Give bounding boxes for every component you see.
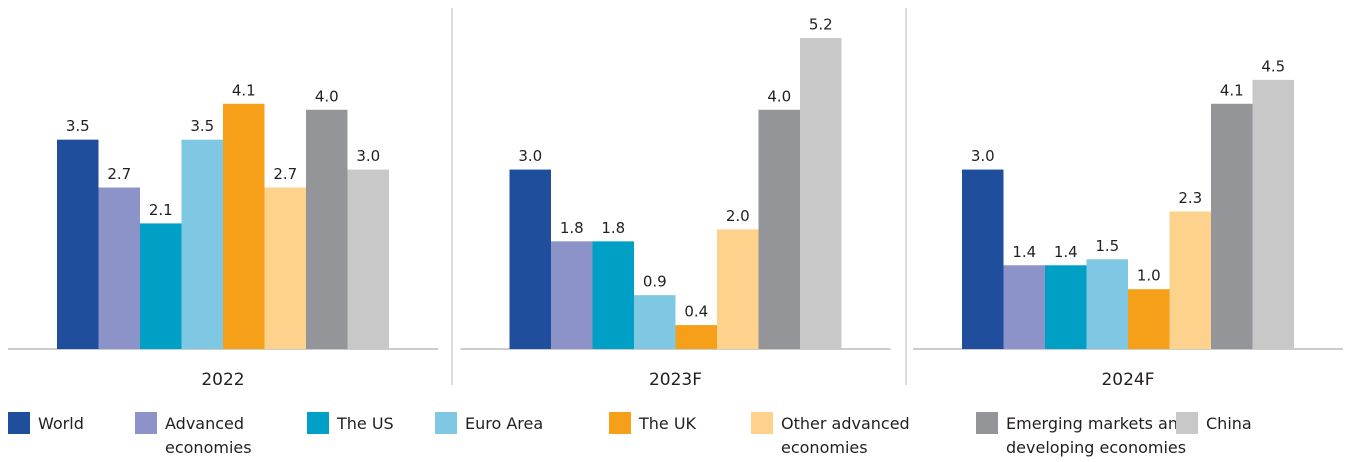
value-label: 3.5 — [66, 117, 90, 135]
bar — [592, 241, 634, 349]
legend-item: Euro Area — [435, 412, 555, 436]
value-label: 1.4 — [1054, 243, 1078, 261]
value-label: 0.9 — [643, 273, 667, 291]
value-label: 1.5 — [1095, 237, 1119, 255]
legend-swatch — [609, 412, 631, 434]
value-label: 1.0 — [1137, 267, 1161, 285]
bar — [1003, 265, 1045, 349]
bar — [1211, 103, 1253, 350]
value-label: 3.5 — [190, 117, 214, 135]
bar — [1045, 265, 1087, 349]
bar — [98, 187, 140, 349]
bar — [264, 187, 306, 349]
bar — [223, 103, 265, 350]
bar — [509, 169, 551, 349]
value-label: 3.0 — [971, 147, 995, 165]
plot: 2022 3.5 2.7 2.1 3.5 4.1 2.7 4.0 3.0 2023F 3.0 1.8 1… — [8, 8, 1343, 390]
value-label: 3.0 — [518, 147, 542, 165]
legend-item: The US — [307, 412, 407, 436]
bar — [1169, 211, 1211, 349]
bar — [140, 223, 182, 349]
legend-item: Advanced economies — [135, 412, 275, 460]
legend-swatch — [307, 412, 329, 434]
legend-label: China — [1206, 414, 1252, 433]
legend-item: China — [1176, 412, 1276, 436]
x-tick-label: 2023F — [649, 370, 702, 390]
value-label: 2.0 — [726, 207, 750, 225]
legend-swatch — [8, 412, 30, 434]
bar — [962, 169, 1004, 349]
value-label: 3.0 — [356, 147, 380, 165]
legend-label: The UK — [639, 414, 697, 433]
value-label: 4.1 — [1220, 81, 1244, 99]
bar — [551, 241, 593, 349]
x-tick-label: 2024F — [1101, 370, 1154, 390]
legend-label: Euro Area — [465, 414, 544, 433]
legend-label: Other advanced economies — [781, 414, 910, 457]
bar — [306, 109, 348, 350]
bar — [57, 139, 99, 349]
legend-swatch — [976, 412, 998, 434]
bar — [675, 325, 717, 349]
legend-label: Advanced economies — [165, 414, 252, 457]
bar — [758, 109, 800, 350]
value-label: 2.3 — [1178, 189, 1202, 207]
bar — [1252, 79, 1294, 349]
legend-item: Other advanced economies — [751, 412, 931, 460]
legend-item: Emerging markets and developing economie… — [976, 412, 1206, 460]
legend-swatch — [751, 412, 773, 434]
bar — [181, 139, 223, 349]
value-label: 2.7 — [107, 165, 131, 183]
value-label: 5.2 — [809, 16, 833, 34]
bar — [1128, 289, 1170, 349]
legend-label: Emerging markets and developing economie… — [1006, 414, 1189, 457]
bar — [1086, 259, 1128, 349]
value-label: 1.4 — [1012, 243, 1036, 261]
bar — [717, 229, 759, 349]
value-label: 1.8 — [560, 219, 584, 237]
value-label: 4.0 — [315, 87, 339, 105]
legend-label: The US — [337, 414, 394, 433]
x-tick-label: 2022 — [201, 370, 244, 390]
legend-label: World — [38, 414, 84, 433]
legend-item: World — [8, 412, 98, 436]
legend-swatch — [135, 412, 157, 434]
value-label: 4.5 — [1261, 57, 1285, 75]
legend-swatch — [1176, 412, 1198, 434]
value-label: 0.4 — [684, 303, 708, 321]
value-label: 2.7 — [273, 165, 297, 183]
bar — [634, 295, 676, 349]
bar — [347, 169, 389, 349]
value-label: 2.1 — [149, 201, 173, 219]
bar — [800, 38, 842, 349]
value-label: 4.1 — [232, 81, 256, 99]
value-label: 1.8 — [601, 219, 625, 237]
legend-item: The UK — [609, 412, 709, 436]
legend-swatch — [435, 412, 457, 434]
value-label: 4.0 — [767, 87, 791, 105]
